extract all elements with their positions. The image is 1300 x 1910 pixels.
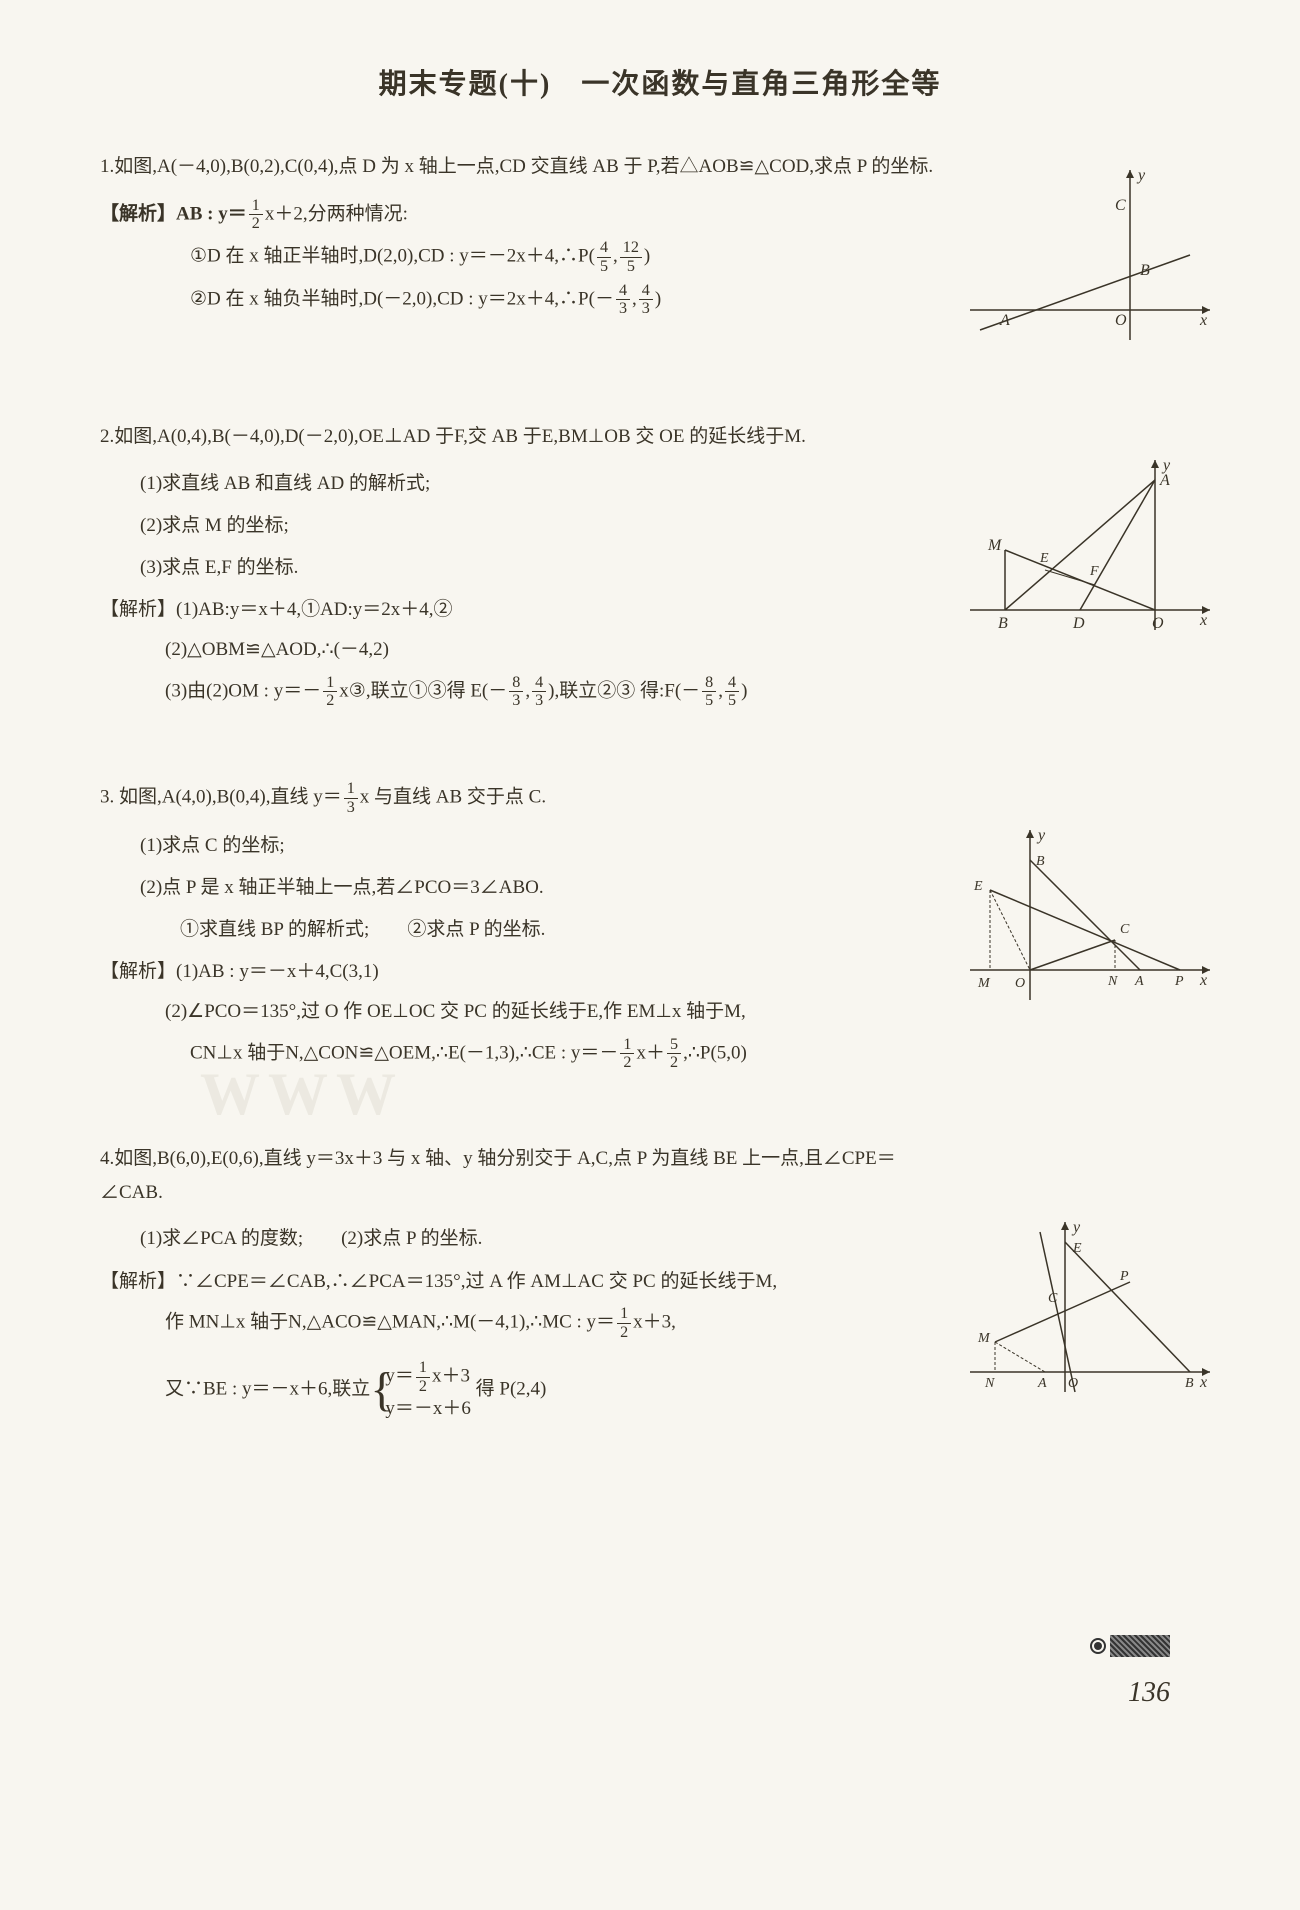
problem-2-stem-text: 如图,A(0,4),B(－4,0),D(－2,0),OE⊥AD 于F,交 AB …: [114, 426, 806, 447]
ana3-prefix: CN⊥x 轴于N,△CON≌△OEM,∴E(－1,3),∴CE : y＝－: [190, 1042, 618, 1063]
svg-text:M: M: [987, 537, 1003, 554]
fig1-O-label: O: [1115, 312, 1127, 329]
svg-text:P: P: [1174, 974, 1184, 989]
svg-text:y: y: [1071, 1219, 1081, 1236]
svg-text:B: B: [1036, 854, 1045, 869]
p3-stem-suffix: x 与直线 AB 交于点 C.: [360, 787, 546, 808]
fig1-y-label: y: [1136, 167, 1146, 184]
figure-3: y x O B A C E M N P: [960, 820, 1220, 1020]
svg-text:y: y: [1036, 827, 1046, 844]
svg-text:P: P: [1119, 1269, 1129, 1284]
problem-1: 1.如图,A(－4,0),B(0,2),C(0,4),点 D 为 x 轴上一点,…: [100, 150, 1220, 350]
problem-1-stem-text: 如图,A(－4,0),B(0,2),C(0,4),点 D 为 x 轴上一点,CD…: [114, 156, 933, 177]
problem-2-ana3: (3)由(2)OM : y＝－12x③,联立①③得 E(－83,43),联立②③…: [100, 674, 1220, 711]
p3-stem-prefix: 如图,A(4,0),B(0,4),直线 y＝: [119, 787, 342, 808]
svg-text:C: C: [1048, 1291, 1058, 1306]
svg-text:E: E: [1039, 551, 1049, 566]
problem-3-ana3: CN⊥x 轴于N,△CON≌△OEM,∴E(－1,3),∴CE : y＝－12x…: [100, 1036, 1220, 1073]
svg-text:O: O: [1152, 615, 1164, 632]
fig1-x-label: x: [1199, 312, 1207, 329]
svg-text:F: F: [1089, 564, 1099, 579]
fig1-A-label: A: [999, 312, 1010, 329]
svg-text:O: O: [1015, 976, 1025, 991]
svg-text:N: N: [984, 1376, 995, 1391]
svg-text:M: M: [977, 976, 991, 991]
svg-text:E: E: [973, 879, 983, 894]
ana2-suffix: x＋3,: [633, 1311, 676, 1332]
svg-text:B: B: [998, 615, 1008, 632]
svg-text:A: A: [1134, 974, 1144, 989]
svg-text:N: N: [1107, 974, 1118, 989]
analysis-text: x＋2,分两种情况:: [265, 203, 408, 224]
svg-text:M: M: [977, 1331, 991, 1346]
case2-text: ②D 在 x 轴负半轴时,D(－2,0),CD : y＝2x＋4,∴P: [190, 288, 589, 309]
svg-text:B: B: [1185, 1376, 1194, 1391]
ana3-suffix: ,∴P(5,0): [683, 1042, 747, 1063]
problem-4: 4.如图,B(6,0),E(0,6),直线 y＝3x＋3 与 x 轴、y 轴分别…: [100, 1142, 1220, 1434]
fig1-C-label: C: [1115, 197, 1126, 214]
fig1-B-label: B: [1140, 262, 1150, 279]
svg-text:A: A: [1159, 472, 1170, 489]
ana3-prefix: (3)由(2)OM : y＝－: [165, 680, 321, 701]
figure-2: y x O B D A M E F: [960, 450, 1220, 650]
page-title: 期末专题(十) 一次函数与直角三角形全等: [100, 60, 1220, 110]
svg-text:x: x: [1199, 1374, 1207, 1391]
ana3-mid: x＋: [636, 1042, 665, 1063]
problem-4-stem: 4.如图,B(6,0),E(0,6),直线 y＝3x＋3 与 x 轴、y 轴分别…: [100, 1142, 1220, 1210]
footer-dot-icon: [1090, 1638, 1106, 1654]
ana3-prefix: 又∵BE : y＝－x＋6,联立: [165, 1379, 370, 1400]
analysis-label: 【解析】AB : y＝: [100, 203, 247, 224]
problem-3: 3. 如图,A(4,0),B(0,4),直线 y＝13x 与直线 AB 交于点 …: [100, 780, 1220, 1072]
svg-text:D: D: [1072, 615, 1085, 632]
ana3-mid: x③,联立①③得 E: [339, 680, 482, 701]
problem-4-stem-text: 如图,B(6,0),E(0,6),直线 y＝3x＋3 与 x 轴、y 轴分别交于…: [100, 1148, 896, 1203]
svg-text:O: O: [1068, 1376, 1078, 1391]
svg-text:C: C: [1120, 922, 1130, 937]
problem-3-stem: 3. 如图,A(4,0),B(0,4),直线 y＝13x 与直线 AB 交于点 …: [100, 780, 1220, 817]
svg-text:A: A: [1037, 1376, 1047, 1391]
ana2-prefix: 作 MN⊥x 轴于N,△ACO≌△MAN,∴M(－4,1),∴MC : y＝: [165, 1311, 615, 1332]
footer-bar-icon: [1110, 1635, 1170, 1657]
svg-text:E: E: [1072, 1241, 1082, 1256]
problem-2: 2.如图,A(0,4),B(－4,0),D(－2,0),OE⊥AD 于F,交 A…: [100, 420, 1220, 710]
figure-1: y x O A B C: [960, 160, 1220, 360]
page-footer: 136: [100, 1634, 1220, 1719]
ana3-suffix: 得 P(2,4): [476, 1379, 547, 1400]
svg-text:x: x: [1199, 972, 1207, 989]
case1-text: ①D 在 x 轴正半轴时,D(2,0),CD : y＝－2x＋4,∴P: [190, 246, 589, 267]
figure-4: y x O A B C E P M N: [960, 1212, 1220, 1412]
page-number: 136: [1128, 1677, 1170, 1708]
svg-text:x: x: [1199, 612, 1207, 629]
ana3-mid2: ,联立②③ 得:F: [554, 680, 674, 701]
